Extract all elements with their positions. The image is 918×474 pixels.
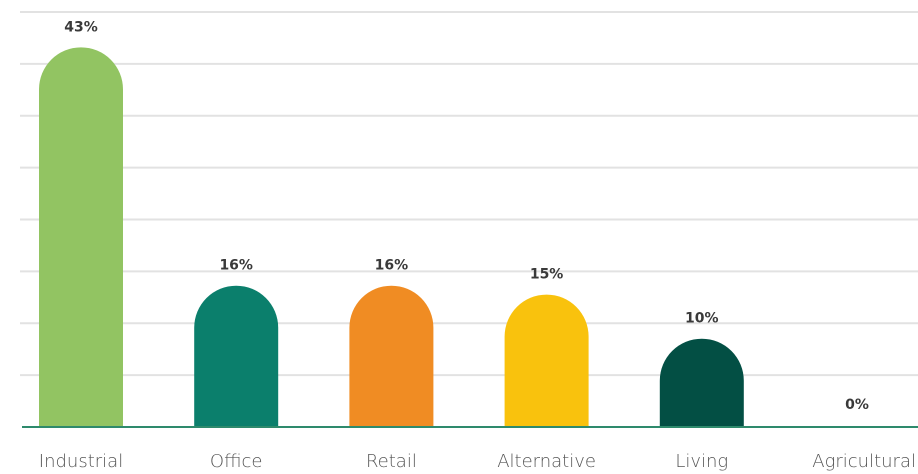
category-label-agricultural: Agricultural	[812, 451, 916, 472]
category-label-alternative: Alternative	[497, 451, 596, 472]
category-label-office: Office	[210, 451, 263, 472]
bar-industrial	[39, 47, 123, 427]
category-label-industrial: Industrial	[39, 451, 123, 472]
value-label-living: 10%	[685, 311, 719, 327]
value-label-alternative: 15%	[530, 267, 564, 283]
bar-office	[194, 285, 279, 427]
category-label-living: Living	[675, 451, 728, 472]
value-label-agricultural: 0%	[845, 397, 869, 413]
bar-alternative	[504, 294, 589, 427]
gridlines	[20, 11, 918, 377]
bar-retail	[349, 285, 434, 427]
value-label-industrial: 43%	[64, 19, 98, 35]
value-label-retail: 16%	[375, 258, 409, 274]
bars	[39, 47, 744, 427]
bar-living	[659, 338, 744, 427]
value-labels: 43% 16% 16% 15% 10% 0%	[64, 19, 869, 413]
category-label-retail: Retail	[366, 451, 417, 472]
value-label-office: 16%	[219, 258, 253, 274]
category-labels: Industrial Office Retail Alternative Living A…	[39, 451, 916, 472]
